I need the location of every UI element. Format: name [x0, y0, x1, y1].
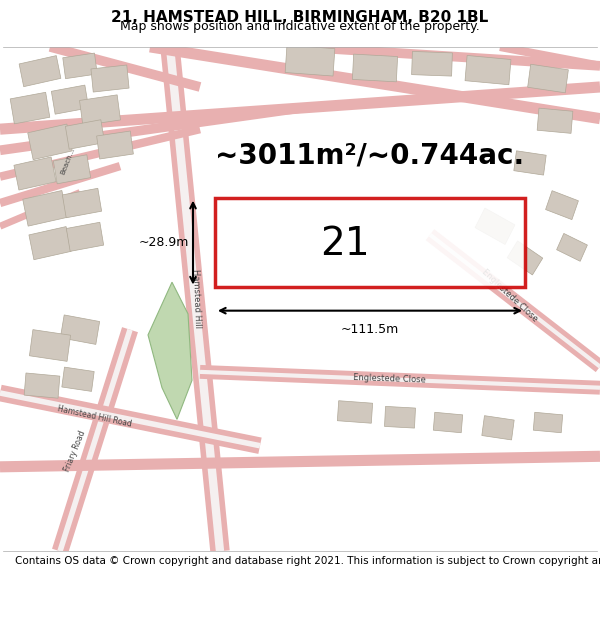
Bar — [97, 131, 133, 159]
Bar — [62, 188, 101, 218]
Text: Map shows position and indicative extent of the property.: Map shows position and indicative extent… — [120, 20, 480, 32]
Text: 21, HAMSTEAD HILL, BIRMINGHAM, B20 1BL: 21, HAMSTEAD HILL, BIRMINGHAM, B20 1BL — [112, 10, 488, 25]
Text: Beach...: Beach... — [60, 146, 76, 175]
Bar — [19, 56, 61, 87]
Bar — [63, 53, 97, 79]
Bar — [537, 108, 573, 133]
Bar — [14, 157, 56, 190]
Bar — [53, 155, 91, 184]
Bar — [10, 92, 50, 124]
Bar — [28, 124, 72, 159]
Bar — [433, 412, 463, 432]
Text: Hamstead Hill Road: Hamstead Hill Road — [57, 404, 133, 429]
Bar — [337, 401, 373, 423]
Text: ~3011m²/~0.744ac.: ~3011m²/~0.744ac. — [215, 141, 524, 169]
Bar — [67, 222, 104, 251]
Text: Friary Road: Friary Road — [62, 429, 88, 473]
Bar — [285, 45, 335, 76]
Text: 21: 21 — [320, 226, 370, 263]
Bar — [80, 95, 121, 126]
Text: Contains OS data © Crown copyright and database right 2021. This information is : Contains OS data © Crown copyright and d… — [15, 556, 600, 566]
Bar — [91, 65, 129, 92]
Bar — [29, 227, 71, 260]
Bar — [527, 64, 568, 93]
Bar — [23, 191, 67, 226]
Bar — [385, 406, 415, 428]
Bar — [65, 120, 104, 149]
Bar — [482, 416, 514, 440]
Bar — [29, 329, 71, 361]
Bar — [465, 56, 511, 85]
Bar — [514, 151, 546, 175]
Bar — [412, 51, 452, 76]
Bar — [24, 373, 60, 398]
Bar — [62, 367, 94, 391]
Bar — [52, 85, 89, 114]
Bar — [61, 315, 100, 344]
Bar — [352, 54, 398, 82]
Text: Englestede Close: Englestede Close — [481, 268, 539, 324]
Text: Englestede Close: Englestede Close — [353, 374, 427, 385]
Bar — [215, 198, 525, 288]
Text: ~111.5m: ~111.5m — [341, 323, 399, 336]
Polygon shape — [148, 282, 192, 419]
Bar — [475, 208, 515, 244]
Bar — [545, 191, 578, 219]
Text: Hamstead Hill: Hamstead Hill — [191, 268, 203, 328]
Bar — [507, 241, 543, 275]
Text: ~28.9m: ~28.9m — [139, 236, 189, 249]
Bar — [557, 233, 587, 261]
Bar — [533, 412, 563, 432]
